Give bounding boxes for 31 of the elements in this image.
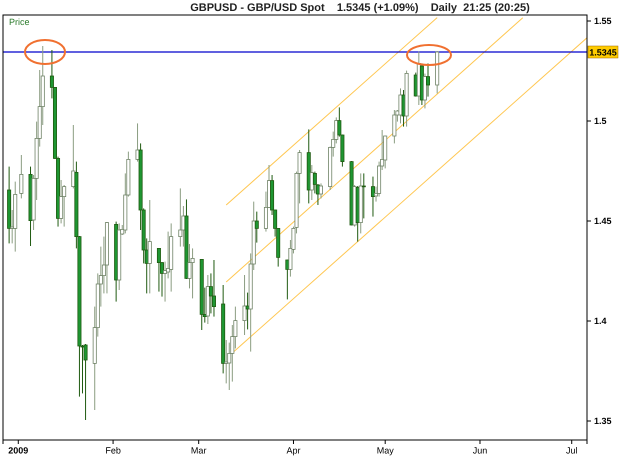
x-tick-label: Mar: [190, 445, 206, 456]
candlestick: [426, 62, 430, 98]
x-tick-label: Jul: [566, 445, 578, 456]
candlestick: [370, 176, 375, 218]
y-tick-label: 1.35: [594, 416, 612, 426]
x-tick-label: Apr: [286, 445, 300, 456]
x-tick-label: May: [376, 445, 394, 456]
candlestick: [148, 200, 152, 294]
chart-title: GBPUSD - GBP/USD Spot 1.5345 (+1.09%) Daily 21:25 (20:25): [190, 2, 530, 14]
candlestick: [59, 180, 64, 224]
y-tick-label: 1.4: [594, 316, 607, 326]
x-tick-label: Jun: [472, 445, 488, 456]
candlestick: [178, 188, 182, 248]
candlestick: [362, 172, 366, 219]
candlestick: [254, 211, 259, 244]
y-axis-title: Price: [9, 17, 30, 27]
candlestick: [84, 344, 88, 420]
candlestick: [242, 274, 247, 336]
x-tick-label: Feb: [105, 445, 121, 456]
y-tick-label: 1.45: [594, 216, 612, 226]
candlestick: [422, 73, 427, 109]
candlestick: [392, 110, 396, 144]
y-tick-label: 1.55: [594, 16, 612, 26]
x-tick-label: 2009: [8, 445, 28, 456]
y-tick-label: 1.5: [594, 116, 607, 126]
candlestick: [318, 182, 323, 199]
ref-line-label: 1.5345: [589, 48, 617, 58]
candlestick: [212, 260, 216, 318]
candlestick: [190, 248, 195, 299]
candlestick: [156, 248, 161, 292]
candlestick: [19, 154, 24, 199]
